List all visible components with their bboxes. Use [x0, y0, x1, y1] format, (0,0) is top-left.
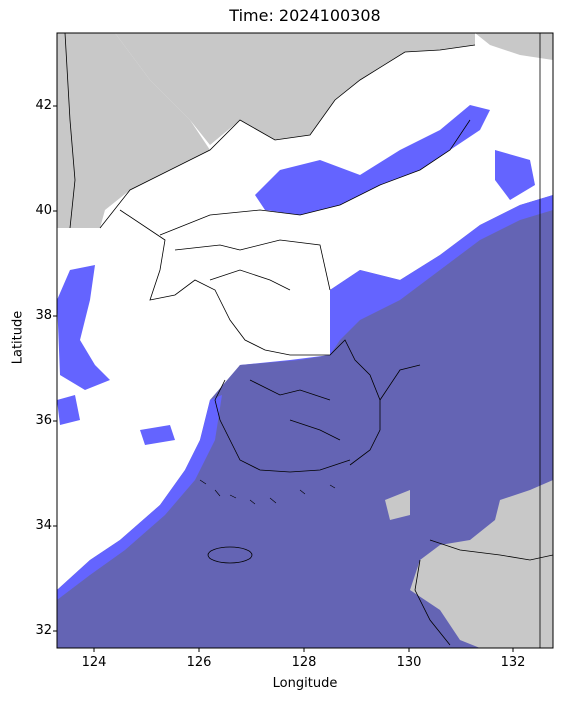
- plot-frame: [56, 32, 554, 649]
- y-tick-label: 36: [35, 413, 52, 428]
- fog-over-sea: [57, 195, 553, 648]
- coastlines: [64, 33, 553, 648]
- fog-fringe-east: [330, 195, 553, 355]
- land-north-east: [475, 33, 553, 60]
- fog-yellow-sea-patch: [140, 425, 175, 445]
- fog-fringe-west: [57, 395, 222, 600]
- jeju-island: [207, 546, 253, 564]
- x-axis-label: Longitude: [272, 676, 338, 691]
- x-tick-label: 132: [500, 655, 526, 670]
- x-tick-label: 126: [186, 655, 212, 670]
- y-tick-label: 42: [35, 98, 52, 113]
- map-title: Time: 2024100308: [229, 6, 381, 25]
- x-ticks: [93, 648, 514, 652]
- land-south-east-patch: [385, 490, 410, 520]
- fog-north-band: [255, 105, 490, 215]
- land-south-east: [410, 480, 553, 648]
- fog-west-coast-patches: [57, 265, 110, 390]
- fog-north-east-patch: [495, 150, 535, 200]
- y-tick-label: 34: [35, 518, 52, 533]
- x-tick-label: 130: [396, 655, 422, 670]
- land-north-west: [57, 33, 210, 228]
- south-coast-islands: [199, 479, 336, 505]
- y-tick-label: 32: [35, 623, 52, 638]
- fog-west-patch-2: [57, 395, 80, 425]
- y-tick-label: 38: [35, 308, 52, 323]
- y-tick-label: 40: [35, 203, 52, 218]
- land-north-strip: [115, 33, 475, 145]
- y-axis-label: Latitude: [10, 310, 26, 365]
- y-ticks: [53, 105, 57, 632]
- x-tick-label: 124: [81, 655, 107, 670]
- x-tick-label: 128: [291, 655, 317, 670]
